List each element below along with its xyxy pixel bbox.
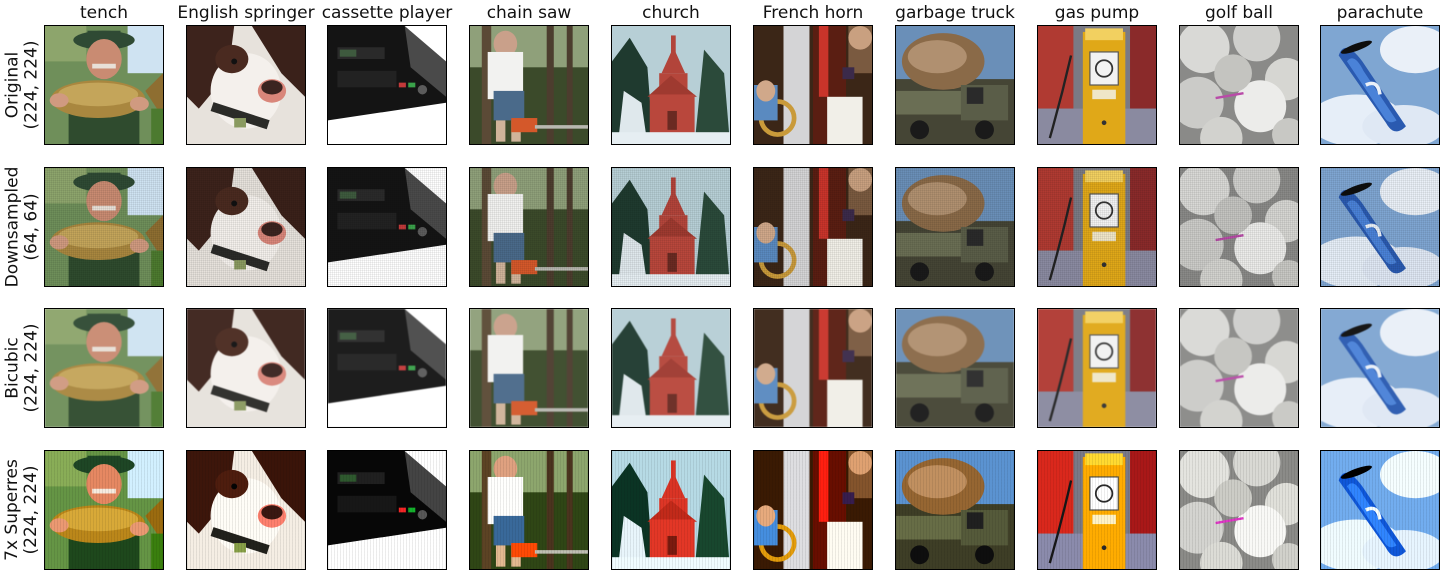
image-springer-bc <box>186 308 306 428</box>
image-pump-ds <box>1037 167 1157 287</box>
column-title-golf: golf ball <box>1205 3 1273 23</box>
row-label-line2: (224, 224) <box>21 465 41 555</box>
image-church-orig <box>611 25 731 145</box>
image-tench-orig <box>44 25 164 145</box>
image-parachute-sr <box>1320 450 1440 570</box>
image-pump-bc <box>1037 308 1157 428</box>
image-truck-orig <box>895 25 1015 145</box>
image-truck-sr <box>895 450 1015 570</box>
image-truck-ds <box>895 167 1015 287</box>
image-truck-bc <box>895 308 1015 428</box>
image-golf-sr <box>1179 450 1299 570</box>
row-label-line2: (64, 64) <box>21 193 41 261</box>
row-label-line1: Original <box>2 51 22 119</box>
image-springer-orig <box>186 25 306 145</box>
image-cassette-ds <box>327 167 447 287</box>
image-horn-orig <box>753 25 873 145</box>
row-label-line1: Bicubic <box>2 337 22 399</box>
column-title-church: church <box>642 3 700 23</box>
image-springer-ds <box>186 167 306 287</box>
image-tench-sr <box>44 450 164 570</box>
image-pump-orig <box>1037 25 1157 145</box>
image-golf-bc <box>1179 308 1299 428</box>
image-tench-ds <box>44 167 164 287</box>
row-label-line2: (224, 224) <box>21 323 41 413</box>
image-chainsaw-ds <box>469 167 589 287</box>
image-parachute-bc <box>1320 308 1440 428</box>
column-title-tench: tench <box>79 3 129 23</box>
image-springer-sr <box>186 450 306 570</box>
image-chainsaw-orig <box>469 25 589 145</box>
column-title-springer: English springer <box>177 3 315 23</box>
column-title-parachute: parachute <box>1336 3 1424 23</box>
column-title-cassette: cassette player <box>321 3 453 23</box>
image-horn-sr <box>753 450 873 570</box>
image-chainsaw-sr <box>469 450 589 570</box>
image-cassette-bc <box>327 308 447 428</box>
image-horn-bc <box>753 308 873 428</box>
image-parachute-ds <box>1320 167 1440 287</box>
row-label-line1: 7x Superres <box>2 459 22 561</box>
row-label-ds: Downsampled (64, 64) <box>2 166 42 288</box>
row-label-orig: Original (224, 224) <box>2 25 42 145</box>
column-title-truck: garbage truck <box>895 3 1015 23</box>
column-title-chainsaw: chain saw <box>486 3 572 23</box>
image-golf-ds <box>1179 167 1299 287</box>
row-label-bc: Bicubic (224, 224) <box>2 308 42 428</box>
column-title-horn: French horn <box>762 3 864 23</box>
image-church-sr <box>611 450 731 570</box>
image-cassette-sr <box>327 450 447 570</box>
row-label-sr: 7x Superres (224, 224) <box>2 450 42 570</box>
image-tench-bc <box>44 308 164 428</box>
image-cassette-orig <box>327 25 447 145</box>
image-chainsaw-bc <box>469 308 589 428</box>
image-church-bc <box>611 308 731 428</box>
image-golf-orig <box>1179 25 1299 145</box>
image-pump-sr <box>1037 450 1157 570</box>
image-church-ds <box>611 167 731 287</box>
image-horn-ds <box>753 167 873 287</box>
row-label-line2: (224, 224) <box>21 40 41 130</box>
image-parachute-orig <box>1320 25 1440 145</box>
column-title-pump: gas pump <box>1054 3 1140 23</box>
row-label-line1: Downsampled <box>2 166 22 288</box>
